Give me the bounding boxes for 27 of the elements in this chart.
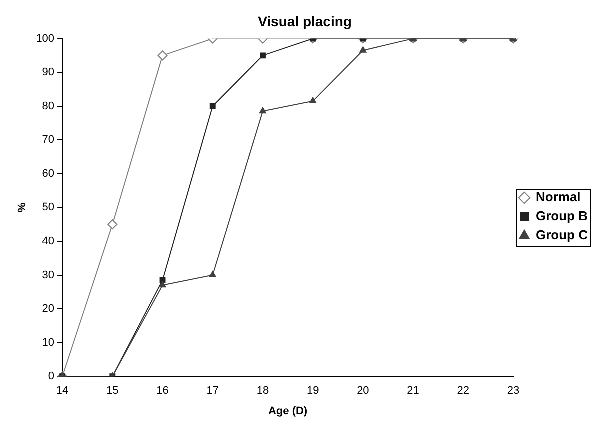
y-tick-label: 60 (42, 168, 55, 180)
x-tick-label: 19 (306, 385, 320, 398)
x-tick-label: 14 (56, 385, 69, 398)
y-tick-label: 50 (42, 202, 55, 214)
x-axis-title: Age (D) (268, 405, 308, 418)
y-tick-label: 0 (48, 370, 55, 383)
y-tick-label: 90 (42, 66, 55, 79)
y-tick-label: 10 (42, 336, 55, 349)
legend-label: Normal (536, 190, 581, 205)
y-tick-label: 30 (42, 269, 55, 282)
y-tick-label: 40 (42, 236, 55, 248)
x-tick-label: 23 (507, 385, 520, 398)
x-tick-label: 15 (106, 385, 119, 398)
x-tick-label: 21 (407, 385, 420, 398)
chart-title: Visual placing (258, 13, 352, 30)
x-tick-label: 18 (256, 385, 270, 398)
x-tick-label: 22 (457, 385, 470, 398)
x-tick-label: 20 (357, 385, 370, 398)
y-tick-label: 20 (42, 303, 55, 316)
y-tick-label: 80 (42, 100, 55, 112)
y-tick-label: 70 (42, 134, 55, 146)
x-tick-label: 16 (156, 385, 169, 398)
x-tick-label: 17 (206, 385, 219, 398)
y-tick-label: 100 (36, 32, 55, 45)
legend-label: Group B (536, 208, 588, 224)
y-axis-title: % (16, 202, 29, 213)
legend-label: Group C (536, 228, 589, 243)
